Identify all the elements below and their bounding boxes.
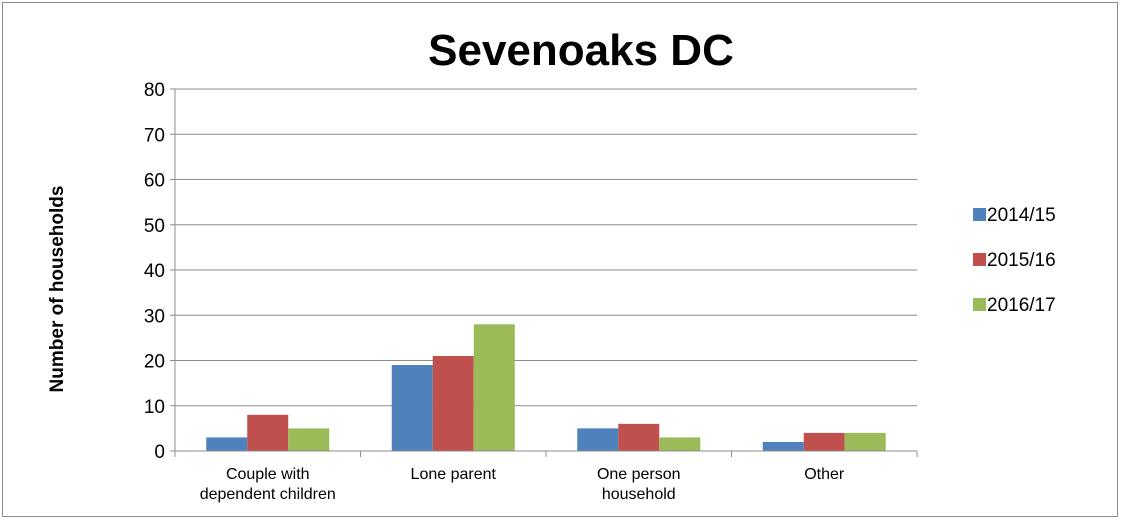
bars <box>206 324 886 451</box>
legend-entry: 2014/15 <box>987 205 1056 226</box>
legend-entry: 2016/17 <box>987 295 1056 316</box>
legend-swatch <box>973 253 986 266</box>
bar <box>432 355 474 451</box>
bar <box>844 432 886 451</box>
y-tick-label: 0 <box>154 442 165 463</box>
bar <box>473 324 515 451</box>
bar <box>391 365 433 451</box>
bar-chart: Sevenoaks DC Number of households 0 10 20 3… <box>47 26 1056 503</box>
gridlines <box>175 88 917 407</box>
x-tick-label-line: dependent children <box>200 486 336 503</box>
x-tick-label: Lone parent <box>411 466 497 483</box>
bar <box>803 432 845 451</box>
bar <box>618 423 660 451</box>
bar <box>577 428 619 451</box>
y-tick-label: 60 <box>144 171 165 192</box>
bar <box>247 414 289 451</box>
chart-title: Sevenoaks DC <box>428 26 734 75</box>
x-tick-label: Couple with dependent children <box>200 466 336 503</box>
x-tick-label-line: household <box>602 486 676 503</box>
axes: 0 10 20 30 40 50 60 70 80 Couple with dependent ch… <box>144 80 918 503</box>
legend-swatch <box>973 298 986 311</box>
y-tick-label: 20 <box>144 352 165 373</box>
y-tick-label: 10 <box>144 397 165 418</box>
legend: 2014/15 2015/16 2016/17 <box>973 205 1056 316</box>
y-axis-label: Number of households <box>47 186 68 393</box>
bar <box>288 428 330 451</box>
legend-swatch <box>973 208 986 221</box>
y-tick-label: 70 <box>144 125 165 146</box>
y-tick-label: 30 <box>144 306 165 327</box>
y-tick-label: 40 <box>144 261 165 282</box>
y-tick-label: 50 <box>144 216 165 237</box>
x-tick-label-line: Lone parent <box>411 466 497 483</box>
x-tick-label: One person household <box>597 466 681 503</box>
legend-entry: 2015/16 <box>987 250 1056 271</box>
bar <box>206 437 248 451</box>
y-tick-label: 80 <box>144 80 165 101</box>
x-tick-label-line: Couple with <box>226 466 310 483</box>
x-tick-label: Other <box>804 466 845 483</box>
x-tick-label-line: One person <box>597 466 681 483</box>
bar <box>762 441 804 451</box>
bar <box>659 437 701 451</box>
x-tick-label-line: Other <box>804 466 845 483</box>
